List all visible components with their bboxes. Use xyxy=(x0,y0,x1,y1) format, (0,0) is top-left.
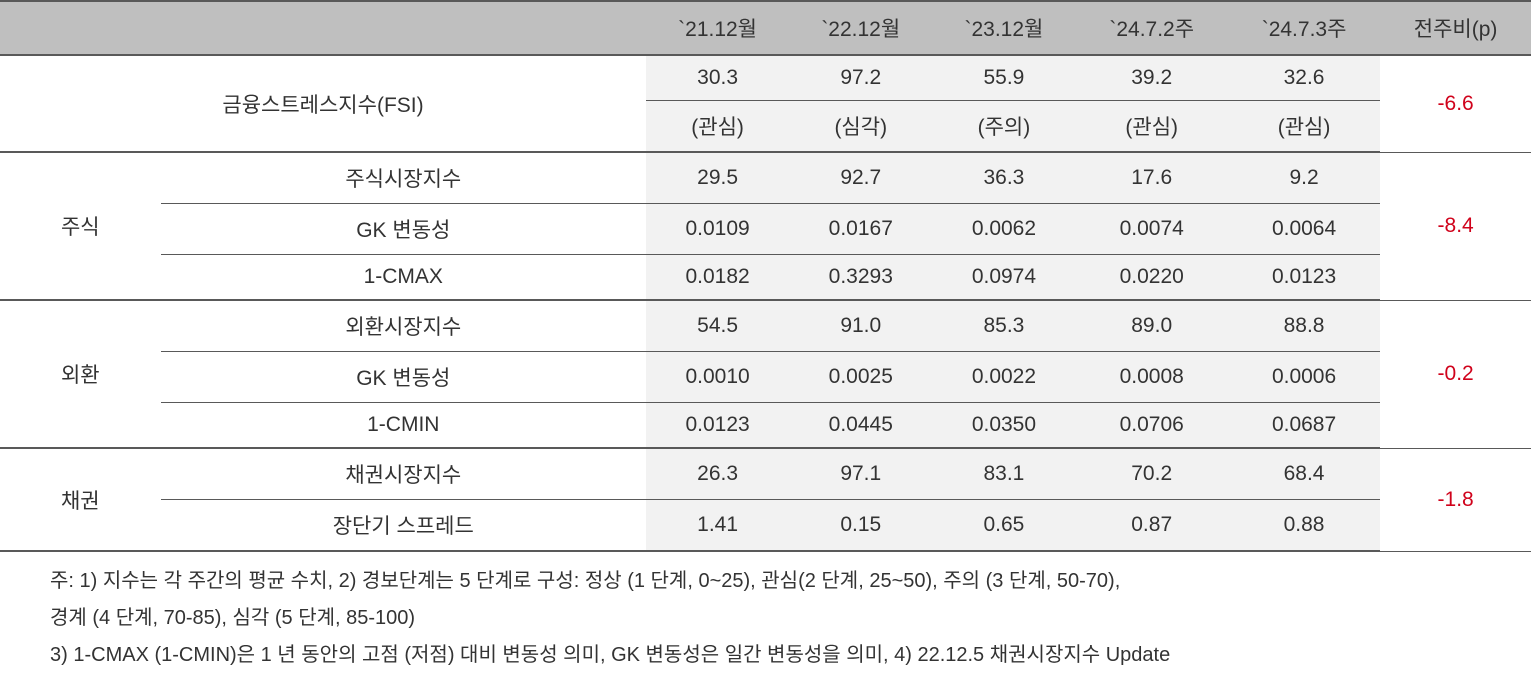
row-label: 주식시장지수 xyxy=(161,152,646,204)
table-row: GK 변동성 0.0109 0.0167 0.0062 0.0074 0.006… xyxy=(0,204,1531,255)
cell-value: 0.15 xyxy=(789,500,932,552)
cell-value: 0.65 xyxy=(932,500,1075,552)
cell-value: 0.0064 xyxy=(1228,204,1380,255)
cell-value: 0.0182 xyxy=(646,255,789,301)
cell-value: 9.2 xyxy=(1228,152,1380,204)
cell-value: 0.0109 xyxy=(646,204,789,255)
wow-value: -6.6 xyxy=(1380,55,1531,152)
cell-value: 0.0006 xyxy=(1228,352,1380,403)
cell-value: 88.8 xyxy=(1228,300,1380,352)
cell-value: 0.0062 xyxy=(932,204,1075,255)
cell-value: 0.0167 xyxy=(789,204,932,255)
row-label: 채권시장지수 xyxy=(161,448,646,500)
cell-value: 1.41 xyxy=(646,500,789,552)
row-label: GK 변동성 xyxy=(161,352,646,403)
cell-value: 0.0974 xyxy=(932,255,1075,301)
cell-value: 39.2 xyxy=(1076,55,1228,101)
row-label: GK 변동성 xyxy=(161,204,646,255)
group-label: 외환 xyxy=(0,300,161,448)
cell-value: 32.6 xyxy=(1228,55,1380,101)
table-row: 1-CMAX 0.0182 0.3293 0.0974 0.0220 0.012… xyxy=(0,255,1531,301)
header-wow: 전주비(p) xyxy=(1380,1,1531,55)
footnotes: 주: 1) 지수는 각 주간의 평균 수치, 2) 경보단계는 5 단계로 구성… xyxy=(0,552,1531,673)
cell-level: (관심) xyxy=(1076,101,1228,153)
header-col-5: `24.7.3주 xyxy=(1228,1,1380,55)
wow-value: -8.4 xyxy=(1380,152,1531,300)
cell-value: 17.6 xyxy=(1076,152,1228,204)
cell-value: 36.3 xyxy=(932,152,1075,204)
cell-value: 91.0 xyxy=(789,300,932,352)
cell-value: 0.0074 xyxy=(1076,204,1228,255)
note-line: 주: 1) 지수는 각 주간의 평균 수치, 2) 경보단계는 5 단계로 구성… xyxy=(50,564,1521,599)
cell-value: 89.0 xyxy=(1076,300,1228,352)
cell-value: 0.0445 xyxy=(789,403,932,449)
group-label: 채권 xyxy=(0,448,161,551)
cell-level: (관심) xyxy=(1228,101,1380,153)
group-label: 주식 xyxy=(0,152,161,300)
row-label: 장단기 스프레드 xyxy=(161,500,646,552)
cell-value: 0.3293 xyxy=(789,255,932,301)
fsi-label: 금융스트레스지수(FSI) xyxy=(0,55,646,152)
cell-value: 29.5 xyxy=(646,152,789,204)
cell-level: (심각) xyxy=(789,101,932,153)
table-row: 장단기 스프레드 1.41 0.15 0.65 0.87 0.88 xyxy=(0,500,1531,552)
cell-value: 0.0008 xyxy=(1076,352,1228,403)
cell-value: 0.0025 xyxy=(789,352,932,403)
header-col-3: `23.12월 xyxy=(932,1,1075,55)
cell-value: 0.0220 xyxy=(1076,255,1228,301)
row-label: 1-CMIN xyxy=(161,403,646,449)
row-label: 1-CMAX xyxy=(161,255,646,301)
header-blank xyxy=(0,1,646,55)
cell-value: 0.88 xyxy=(1228,500,1380,552)
cell-value: 0.87 xyxy=(1076,500,1228,552)
cell-value: 97.1 xyxy=(789,448,932,500)
cell-level: (주의) xyxy=(932,101,1075,153)
cell-value: 83.1 xyxy=(932,448,1075,500)
fsi-table: `21.12월 `22.12월 `23.12월 `24.7.2주 `24.7.3… xyxy=(0,0,1531,552)
note-line: 3) 1-CMAX (1-CMIN)은 1 년 동안의 고점 (저점) 대비 변… xyxy=(50,638,1521,673)
table-row: 외환 외환시장지수 54.5 91.0 85.3 89.0 88.8 -0.2 xyxy=(0,300,1531,352)
table-row: 1-CMIN 0.0123 0.0445 0.0350 0.0706 0.068… xyxy=(0,403,1531,449)
cell-value: 0.0022 xyxy=(932,352,1075,403)
table-row: 채권 채권시장지수 26.3 97.1 83.1 70.2 68.4 -1.8 xyxy=(0,448,1531,500)
cell-value: 0.0010 xyxy=(646,352,789,403)
wow-value: -1.8 xyxy=(1380,448,1531,551)
cell-value: 0.0706 xyxy=(1076,403,1228,449)
cell-value: 92.7 xyxy=(789,152,932,204)
wow-value: -0.2 xyxy=(1380,300,1531,448)
header-col-1: `21.12월 xyxy=(646,1,789,55)
cell-value: 85.3 xyxy=(932,300,1075,352)
cell-value: 26.3 xyxy=(646,448,789,500)
cell-value: 0.0123 xyxy=(1228,255,1380,301)
cell-value: 0.0350 xyxy=(932,403,1075,449)
cell-value: 55.9 xyxy=(932,55,1075,101)
table-row: 주식 주식시장지수 29.5 92.7 36.3 17.6 9.2 -8.4 xyxy=(0,152,1531,204)
header-col-4: `24.7.2주 xyxy=(1076,1,1228,55)
cell-value: 0.0687 xyxy=(1228,403,1380,449)
cell-value: 70.2 xyxy=(1076,448,1228,500)
header-row: `21.12월 `22.12월 `23.12월 `24.7.2주 `24.7.3… xyxy=(0,1,1531,55)
cell-level: (관심) xyxy=(646,101,789,153)
cell-value: 0.0123 xyxy=(646,403,789,449)
cell-value: 54.5 xyxy=(646,300,789,352)
table-row: GK 변동성 0.0010 0.0025 0.0022 0.0008 0.000… xyxy=(0,352,1531,403)
row-label: 외환시장지수 xyxy=(161,300,646,352)
cell-value: 68.4 xyxy=(1228,448,1380,500)
note-line: 경계 (4 단계, 70-85), 심각 (5 단계, 85-100) xyxy=(50,601,1521,636)
cell-value: 97.2 xyxy=(789,55,932,101)
header-col-2: `22.12월 xyxy=(789,1,932,55)
table-row: 금융스트레스지수(FSI) 30.3 97.2 55.9 39.2 32.6 -… xyxy=(0,55,1531,101)
cell-value: 30.3 xyxy=(646,55,789,101)
